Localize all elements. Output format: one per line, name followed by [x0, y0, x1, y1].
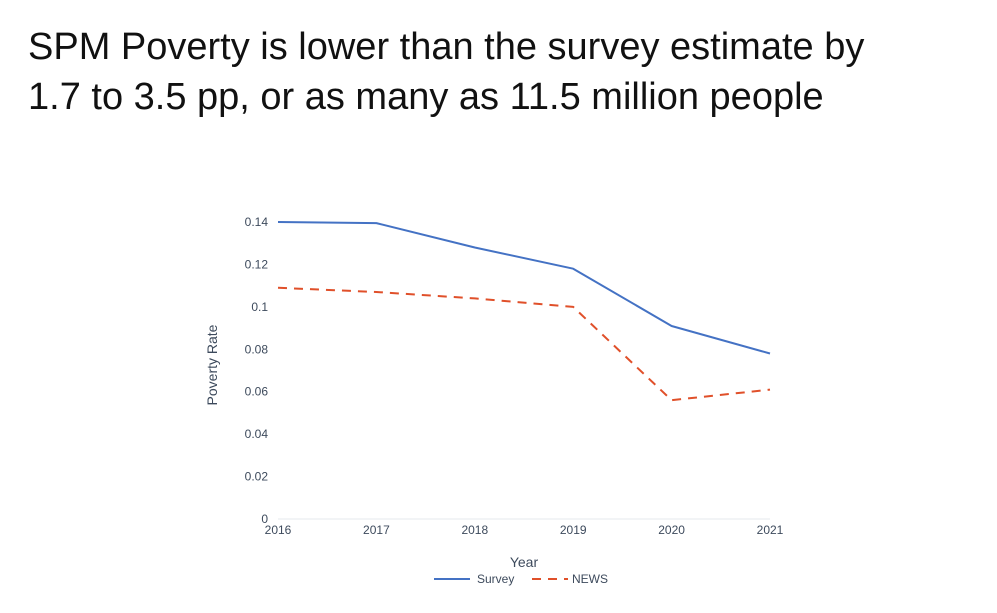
slide-title: SPM Poverty is lower than the survey est…	[28, 22, 978, 122]
y-tick-label: 0.04	[245, 427, 269, 441]
legend-label-news: NEWS	[572, 572, 608, 586]
y-tick-label: 0.1	[251, 300, 268, 314]
x-tick-label: 2016	[265, 523, 292, 537]
x-tick-label: 2020	[658, 523, 685, 537]
series-layer	[277, 221, 771, 402]
x-tick-label: 2018	[461, 523, 488, 537]
legend-label-survey: Survey	[477, 572, 514, 586]
y-axis-ticks: 0 0.02 0.04 0.06 0.08 0.1 0.12 0.14	[245, 215, 269, 526]
y-tick-label: 0.06	[245, 385, 269, 399]
y-tick-label: 0.08	[245, 342, 269, 356]
y-tick-label: 0.14	[245, 215, 269, 229]
series-line-news	[277, 286, 771, 402]
x-axis-ticks: 2016 2017 2018 2019 2020 2021	[265, 523, 784, 537]
y-tick-label: 0.02	[245, 470, 269, 484]
y-tick-label: 0	[261, 512, 268, 526]
x-tick-label: 2021	[757, 523, 784, 537]
x-tick-label: 2017	[363, 523, 390, 537]
slide-title-line-1: SPM Poverty is lower than the survey est…	[28, 26, 865, 68]
y-tick-label: 0.12	[245, 257, 269, 271]
y-axis-title: Poverty Rate	[204, 324, 220, 405]
series-line-survey	[277, 221, 771, 355]
x-tick-label: 2019	[560, 523, 587, 537]
slide-title-line-2: 1.7 to 3.5 pp, or as many as 11.5 millio…	[28, 76, 824, 118]
x-axis-title: Year	[510, 554, 539, 570]
legend: Survey NEWS	[434, 572, 608, 586]
